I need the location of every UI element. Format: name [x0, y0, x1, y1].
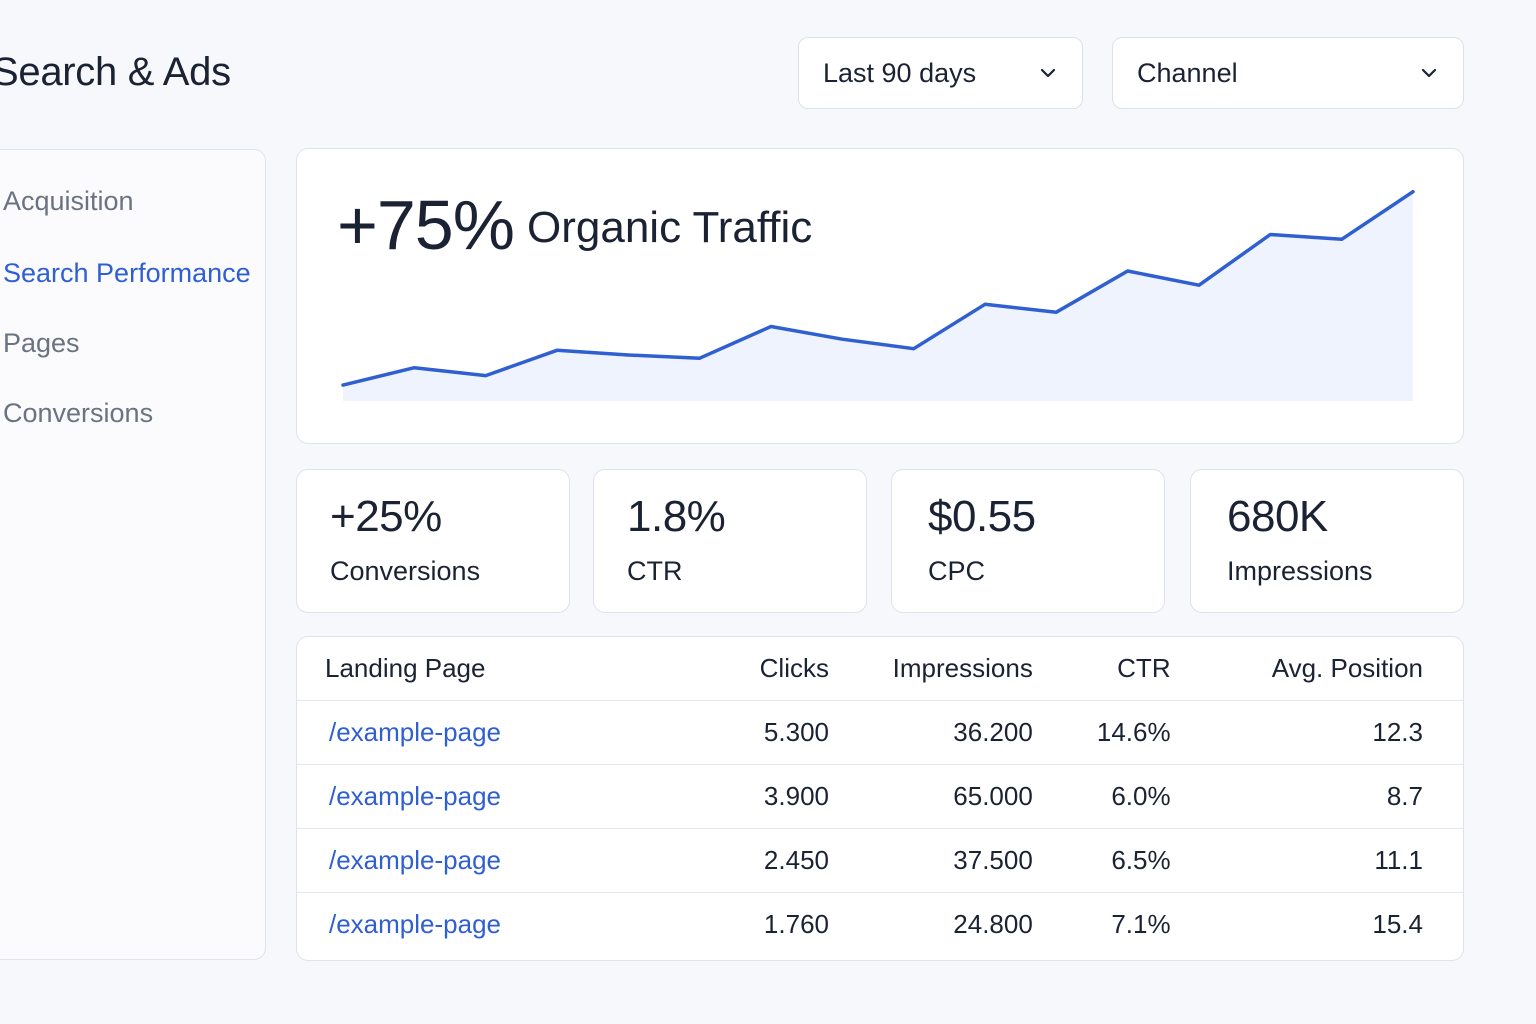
sidebar-item-acquisition[interactable]: Acquisition — [3, 186, 134, 216]
ctr-cell: 6.5% — [1032, 828, 1171, 893]
kpi-card-ctr: 1.8% CTR — [593, 469, 867, 613]
date-range-value: Last 90 days — [823, 57, 977, 88]
channel-select[interactable]: Channel — [1112, 37, 1464, 109]
kpi-card-cpc: $0.55 CPC — [891, 469, 1165, 613]
ctr-cell: 14.6% — [1032, 700, 1171, 765]
landing-page-link[interactable]: /example-page — [297, 764, 697, 829]
hero-label: Organic Traffic — [527, 203, 813, 252]
landing-page-link[interactable]: /example-page — [297, 828, 697, 893]
column-header-impressions[interactable]: Impressions — [829, 637, 1033, 701]
avg-position-cell: 15.4 — [1372, 909, 1423, 939]
kpi-value: 1.8% — [627, 492, 726, 541]
chevron-down-icon — [1421, 68, 1437, 78]
kpi-label: Impressions — [1227, 556, 1373, 586]
date-range-select[interactable]: Last 90 days — [798, 37, 1083, 109]
ctr-cell: 7.1% — [1111, 909, 1171, 939]
landing-page-link[interactable]: /example-page — [297, 700, 697, 765]
sidebar-item-conversions[interactable]: Conversions — [3, 398, 154, 428]
kpi-card-impressions: 680K Impressions — [1190, 469, 1464, 613]
column-header-ctr[interactable]: CTR — [1032, 637, 1171, 701]
channel-value: Channel — [1137, 57, 1238, 88]
kpi-value: +25% — [330, 492, 442, 541]
landing-pages-table-card: Landing Page Clicks Impressions CTR Avg.… — [296, 636, 1464, 961]
sidebar-item-search-performance[interactable]: Search Performance — [3, 258, 251, 288]
organic-traffic-chart — [341, 189, 1415, 401]
clicks-cell: 5.300 — [696, 700, 829, 765]
kpi-card-conversions: +25% Conversions — [296, 469, 570, 613]
clicks-cell: 3.900 — [696, 764, 829, 829]
kpi-label: Conversions — [330, 556, 481, 586]
sidebar: Acquisition Search Performance Pages Con… — [0, 149, 266, 960]
kpi-label: CTR — [627, 556, 683, 586]
column-header-clicks[interactable]: Clicks — [696, 637, 829, 701]
table-row: /example-page 3.900 65.000 6.0% 8.7 — [297, 764, 1463, 829]
kpi-label: CPC — [928, 556, 986, 586]
kpi-value: 680K — [1227, 492, 1328, 541]
ctr-cell: 6.0% — [1032, 764, 1171, 829]
avg-position-cell: 8.7 — [1170, 764, 1463, 829]
impressions-cell: 24.800 — [953, 909, 1033, 939]
impressions-cell: 36.200 — [829, 700, 1033, 765]
chevron-down-icon — [1040, 68, 1056, 78]
impressions-cell: 65.000 — [829, 764, 1033, 829]
avg-position-cell: 11.1 — [1170, 828, 1463, 893]
column-header-avg-position[interactable]: Avg. Position — [1170, 637, 1463, 701]
organic-traffic-card: +75% Organic Traffic — [296, 148, 1464, 444]
table-header-row: Landing Page Clicks Impressions CTR Avg.… — [297, 637, 1463, 701]
traffic-area — [343, 191, 1413, 401]
hero-value: +75% — [337, 186, 515, 264]
landing-page-link[interactable]: /example-page — [329, 909, 501, 939]
kpi-value: $0.55 — [928, 492, 1036, 541]
table-row: /example-page 2.450 37.500 6.5% 11.1 — [297, 828, 1463, 893]
landing-pages-table: Landing Page Clicks Impressions CTR Avg.… — [297, 637, 1463, 956]
column-header-landing-page[interactable]: Landing Page — [297, 637, 697, 701]
clicks-cell: 2.450 — [696, 828, 829, 893]
impressions-cell: 37.500 — [829, 828, 1033, 893]
sidebar-item-pages[interactable]: Pages — [3, 328, 80, 358]
traffic-line — [341, 189, 1415, 387]
table-row: /example-page 5.300 36.200 14.6% 12.3 — [297, 700, 1463, 765]
table-row: /example-page 1.760 24.800 7.1% 15.4 — [297, 893, 1463, 957]
clicks-cell: 1.760 — [763, 909, 829, 939]
page-title: Search & Ads — [0, 50, 231, 94]
avg-position-cell: 12.3 — [1170, 700, 1463, 765]
